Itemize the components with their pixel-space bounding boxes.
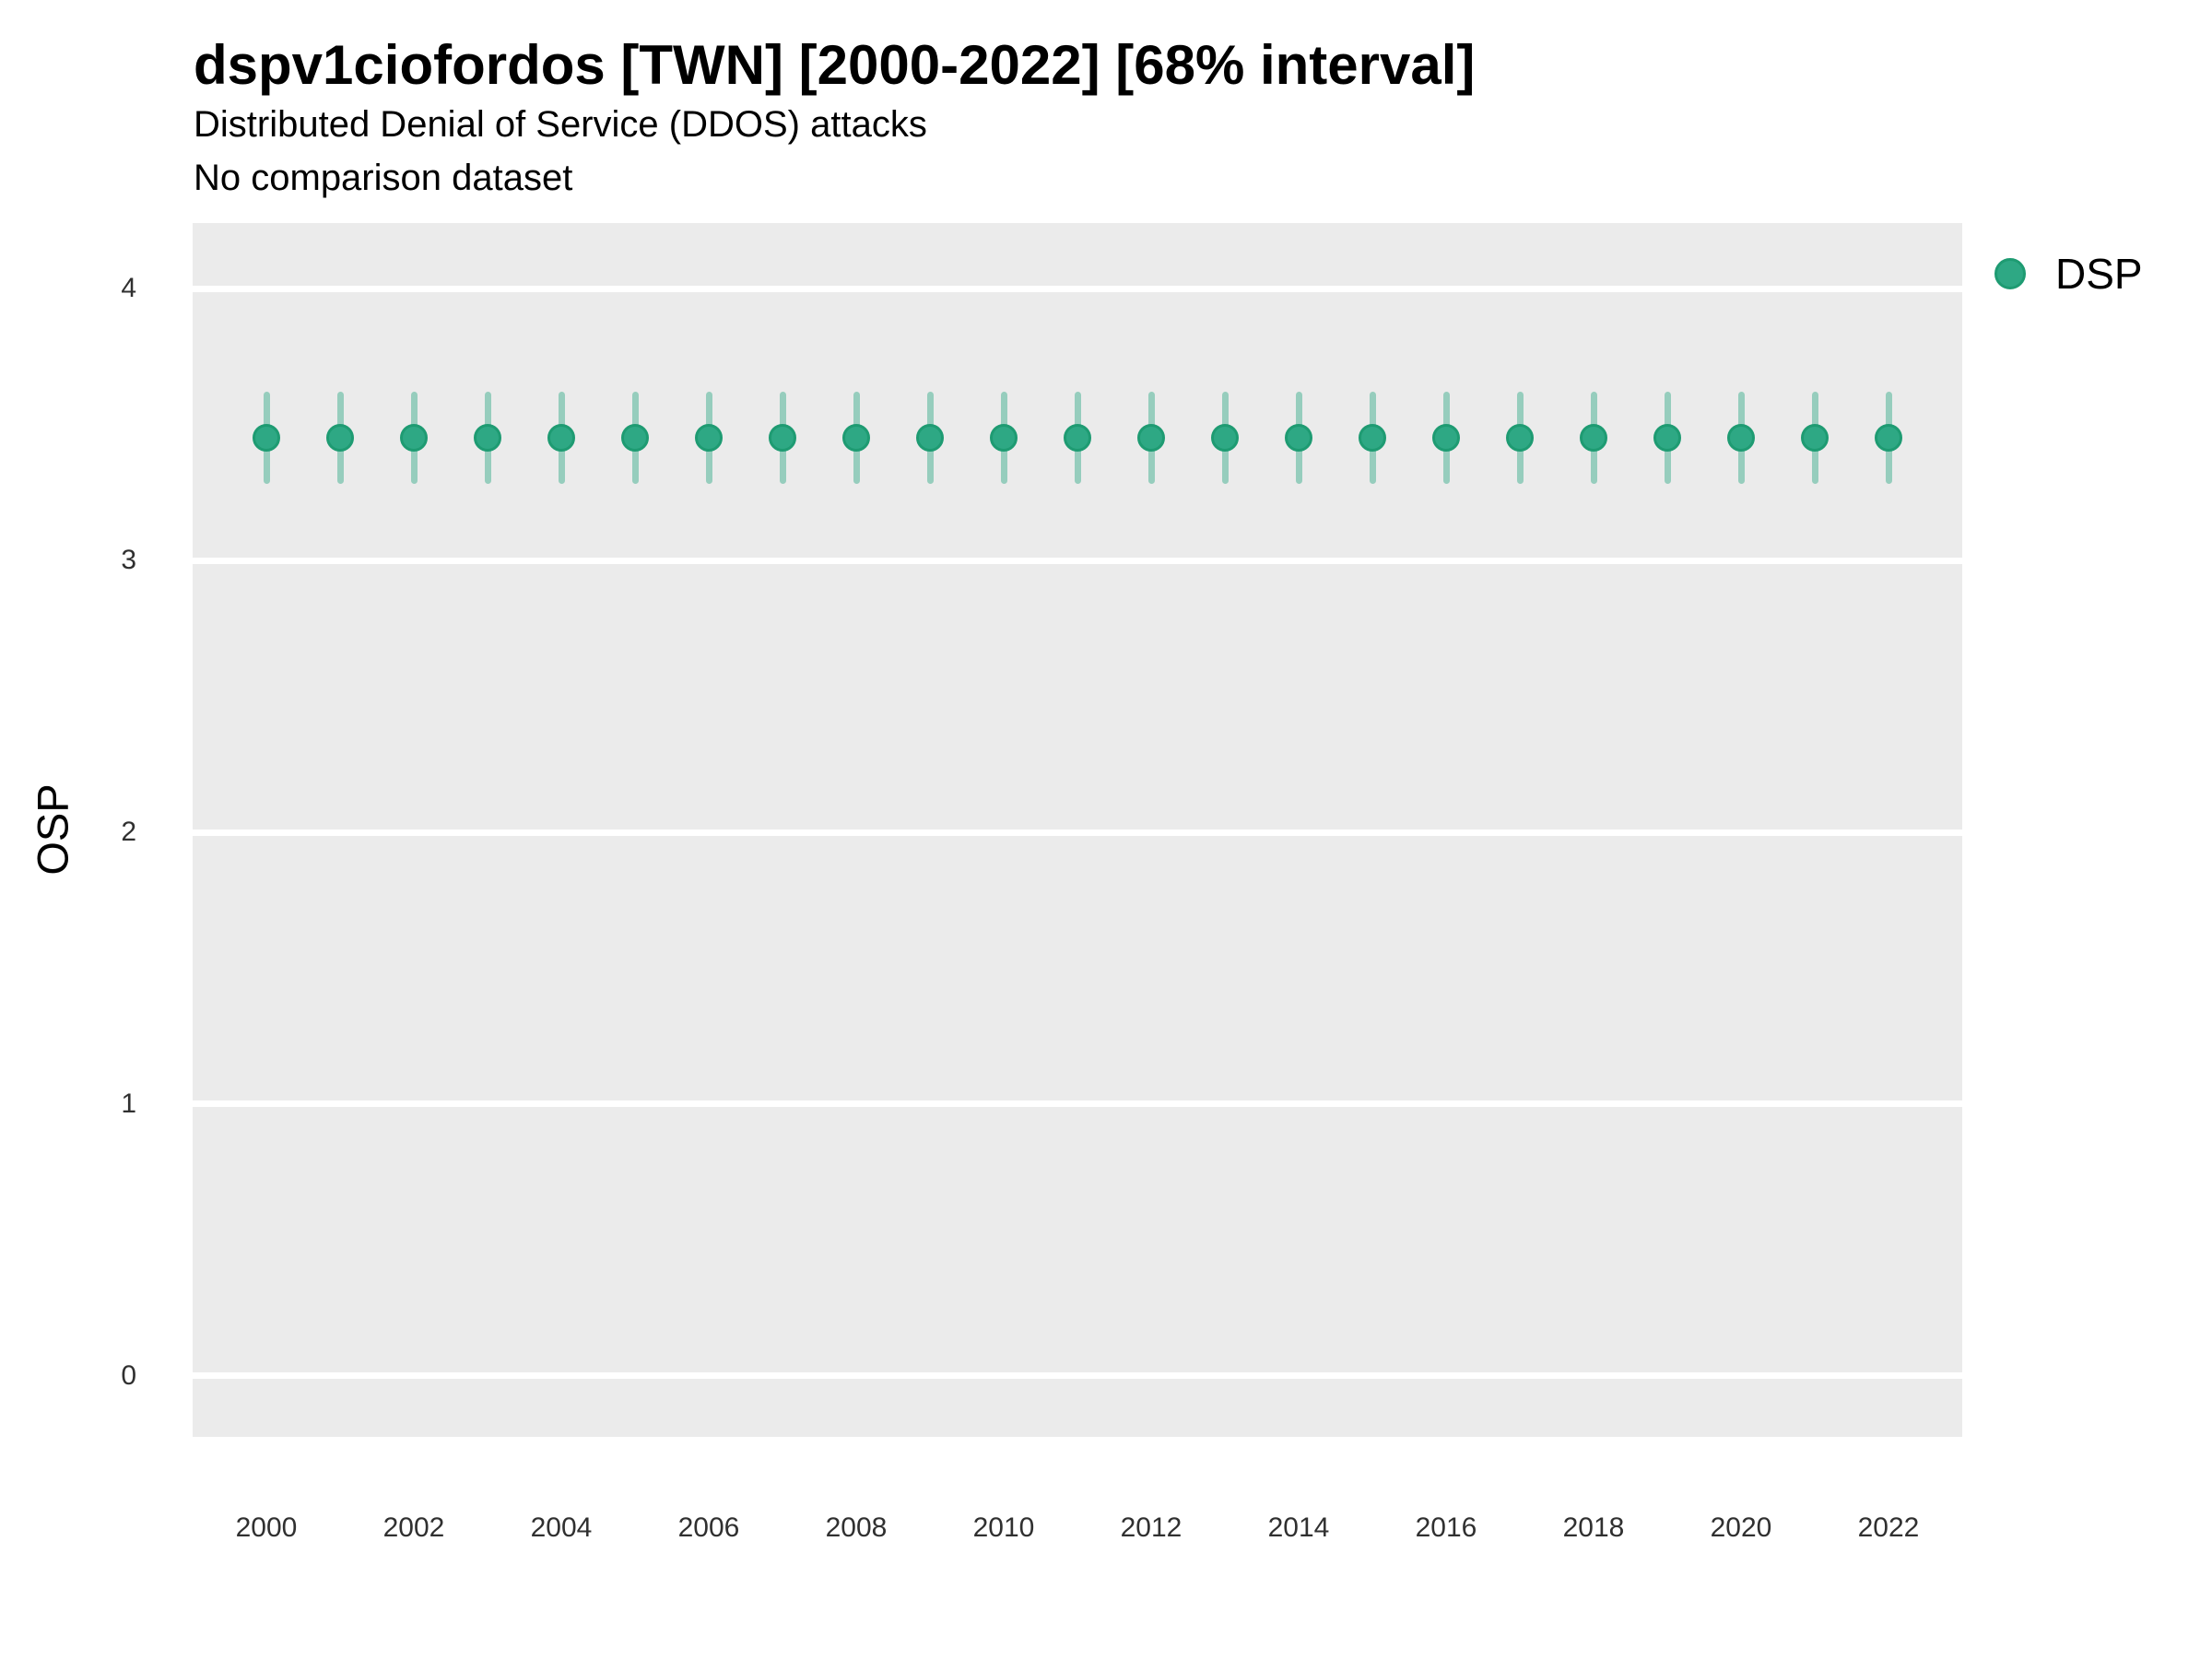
data-point-2014 <box>1285 424 1312 453</box>
data-point-2006 <box>695 424 723 453</box>
x-tick-label-2016: 2016 <box>1415 1512 1477 1543</box>
y-tick-label-2: 2 <box>121 817 136 847</box>
data-point-2021 <box>1801 424 1829 453</box>
x-tick-label-2008: 2008 <box>825 1512 888 1543</box>
x-tick-label-2018: 2018 <box>1562 1512 1625 1543</box>
data-point-2005 <box>621 424 649 453</box>
comparison-note: No comparison dataset <box>194 158 573 198</box>
data-point-2020 <box>1727 424 1755 453</box>
data-point-2018 <box>1580 424 1607 453</box>
y-tick-label-4: 4 <box>121 273 136 304</box>
x-tick-label-2000: 2000 <box>235 1512 298 1543</box>
x-tick-label-2010: 2010 <box>972 1512 1035 1543</box>
gridline-y-4 <box>193 285 1962 292</box>
x-tick-label-2002: 2002 <box>382 1512 445 1543</box>
y-tick-label-3: 3 <box>121 545 136 576</box>
chart-title: dspv1ciofordos [TWN] [2000-2022] [68% in… <box>194 34 1476 96</box>
data-point-2010 <box>990 424 1018 453</box>
x-tick-label-2022: 2022 <box>1857 1512 1920 1543</box>
gridline-y-0 <box>193 1372 1962 1380</box>
x-tick-label-2006: 2006 <box>677 1512 740 1543</box>
chart-subtitle: Distributed Denial of Service (DDOS) att… <box>194 104 927 145</box>
data-point-2007 <box>769 424 796 453</box>
data-point-2013 <box>1211 424 1239 453</box>
data-point-2019 <box>1653 424 1681 453</box>
y-tick-label-0: 0 <box>121 1359 136 1391</box>
legend-circle-icon <box>1994 258 2026 289</box>
data-point-2009 <box>916 424 944 453</box>
data-point-2011 <box>1064 424 1091 453</box>
data-point-2015 <box>1359 424 1386 453</box>
y-tick-label-1: 1 <box>121 1088 136 1119</box>
data-point-2003 <box>474 424 501 453</box>
data-point-2012 <box>1137 424 1165 453</box>
x-tick-label-2004: 2004 <box>530 1512 593 1543</box>
x-tick-label-2012: 2012 <box>1120 1512 1182 1543</box>
data-point-2017 <box>1506 424 1534 453</box>
gridline-y-1 <box>193 1100 1962 1108</box>
data-point-2000 <box>253 424 280 453</box>
x-tick-label-2020: 2020 <box>1710 1512 1772 1543</box>
data-point-2008 <box>842 424 870 453</box>
x-tick-label-2014: 2014 <box>1267 1512 1330 1543</box>
legend: DSP <box>1994 253 2143 295</box>
plot-panel <box>193 223 1962 1437</box>
data-point-2002 <box>400 424 428 453</box>
gridline-y-2 <box>193 829 1962 836</box>
data-point-2022 <box>1875 424 1902 453</box>
legend-label-dsp: DSP <box>2055 250 2143 298</box>
data-point-2004 <box>547 424 575 453</box>
gridline-y-3 <box>193 557 1962 564</box>
data-point-2001 <box>326 424 354 453</box>
data-point-2016 <box>1432 424 1460 453</box>
